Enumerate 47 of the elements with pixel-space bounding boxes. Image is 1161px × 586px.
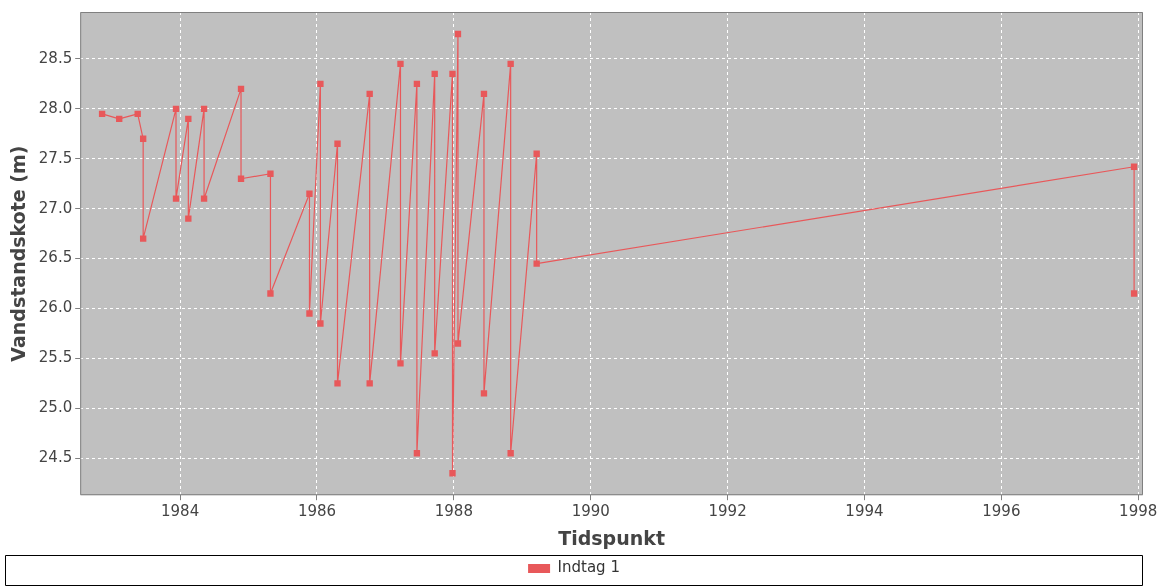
y-tick-label: 25.5 — [38, 348, 73, 367]
x-tick-label: 1996 — [982, 502, 1021, 521]
point — [366, 380, 373, 387]
point — [139, 235, 147, 242]
point — [267, 290, 274, 297]
x-tick-label: 1992 — [708, 502, 747, 521]
y-tick-label: 25.0 — [38, 398, 73, 417]
point — [317, 320, 324, 327]
x-axis-title: Tidspunkt — [558, 526, 665, 549]
point — [317, 80, 324, 88]
point — [507, 60, 514, 68]
point — [480, 390, 488, 397]
x-tick-label: 1998 — [1119, 502, 1158, 521]
point — [334, 140, 341, 147]
point — [267, 170, 274, 177]
y-tick-label: 28.0 — [38, 98, 73, 117]
point — [306, 190, 313, 197]
y-tick-label: 27.0 — [38, 198, 73, 217]
point — [200, 195, 208, 202]
point — [397, 60, 404, 68]
legend-label: Indtag 1 — [557, 558, 620, 577]
y-tick-label: 28.5 — [38, 48, 73, 67]
point — [200, 105, 208, 113]
point — [366, 90, 373, 98]
y-tick-label: 26.5 — [38, 248, 73, 267]
point — [306, 310, 313, 317]
x-tick-label: 1986 — [297, 502, 337, 521]
x-tick-label: 1988 — [434, 502, 473, 521]
y-tick-label: 26.0 — [38, 298, 73, 317]
point — [449, 470, 456, 477]
point — [449, 70, 456, 78]
x-tick-label: 1984 — [161, 502, 200, 521]
y-tick-label: 27.5 — [38, 148, 73, 167]
point — [507, 450, 514, 457]
point — [397, 360, 404, 367]
point — [185, 215, 192, 222]
y-axis-title: Vandstandskote (m) — [7, 145, 30, 362]
x-tick-label: 1990 — [571, 502, 610, 521]
y-tick-label: 24.5 — [38, 448, 73, 467]
point — [454, 340, 462, 347]
point — [533, 260, 540, 267]
point — [1130, 290, 1138, 297]
point — [334, 380, 341, 387]
point — [185, 115, 192, 123]
point — [533, 150, 540, 157]
point — [431, 350, 438, 357]
x-tick-label: 1994 — [845, 502, 884, 521]
